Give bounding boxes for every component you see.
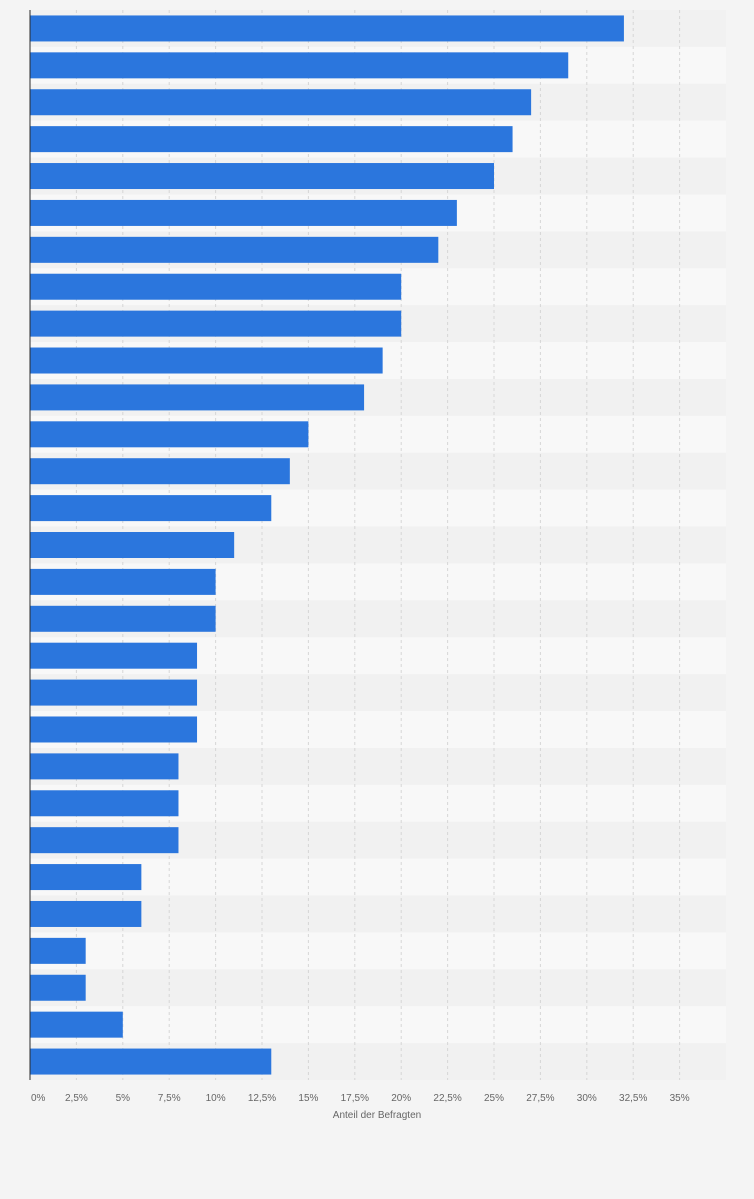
bar[interactable] — [30, 89, 532, 116]
bar[interactable] — [30, 900, 142, 927]
bar[interactable] — [30, 421, 309, 448]
bar[interactable] — [30, 384, 365, 411]
x-tick-label: 5% — [116, 1093, 131, 1104]
x-tick-label: 20% — [391, 1093, 411, 1104]
bar[interactable] — [30, 937, 86, 964]
bar[interactable] — [30, 864, 142, 891]
bar[interactable] — [30, 347, 383, 374]
bar[interactable] — [30, 273, 402, 300]
x-tick-label: 25% — [484, 1093, 504, 1104]
bar[interactable] — [30, 236, 439, 263]
x-tick-label: 27,5% — [526, 1093, 554, 1104]
x-tick-label: 10% — [206, 1093, 226, 1104]
x-tick-label: 12,5% — [248, 1093, 276, 1104]
x-tick-label: 35% — [670, 1093, 690, 1104]
bar[interactable] — [30, 753, 179, 780]
bar[interactable] — [30, 199, 457, 226]
bar[interactable] — [30, 679, 198, 706]
x-tick-label: 32,5% — [619, 1093, 647, 1104]
row-band — [30, 858, 726, 896]
x-tick-label: 2,5% — [65, 1093, 88, 1104]
bar[interactable] — [30, 827, 179, 854]
x-tick-label: 22,5% — [433, 1093, 461, 1104]
row-band — [30, 969, 726, 1007]
bar[interactable] — [30, 163, 494, 190]
bar[interactable] — [30, 532, 235, 558]
row-band — [30, 1006, 726, 1044]
row-band — [30, 895, 726, 933]
bar[interactable] — [30, 15, 624, 42]
bar[interactable] — [30, 716, 198, 743]
bar[interactable] — [30, 605, 216, 632]
bar[interactable] — [30, 790, 179, 817]
bar[interactable] — [30, 974, 86, 1001]
bar[interactable] — [30, 52, 569, 79]
bar[interactable] — [30, 310, 402, 337]
bar[interactable] — [30, 568, 216, 595]
x-axis-title: Anteil der Befragten — [333, 1110, 421, 1121]
bar[interactable] — [30, 126, 513, 153]
x-tick-label: 7,5% — [158, 1093, 181, 1104]
bar[interactable] — [30, 642, 198, 669]
x-tick-label: 30% — [577, 1093, 597, 1104]
x-tick-label: 17,5% — [341, 1093, 369, 1104]
x-tick-label: 15% — [298, 1093, 318, 1104]
bar[interactable] — [30, 495, 272, 522]
x-tick-label: 0% — [31, 1093, 46, 1104]
bar[interactable] — [30, 1011, 123, 1038]
row-band — [30, 932, 726, 970]
bar[interactable] — [30, 458, 290, 485]
bar[interactable] — [30, 1048, 272, 1075]
